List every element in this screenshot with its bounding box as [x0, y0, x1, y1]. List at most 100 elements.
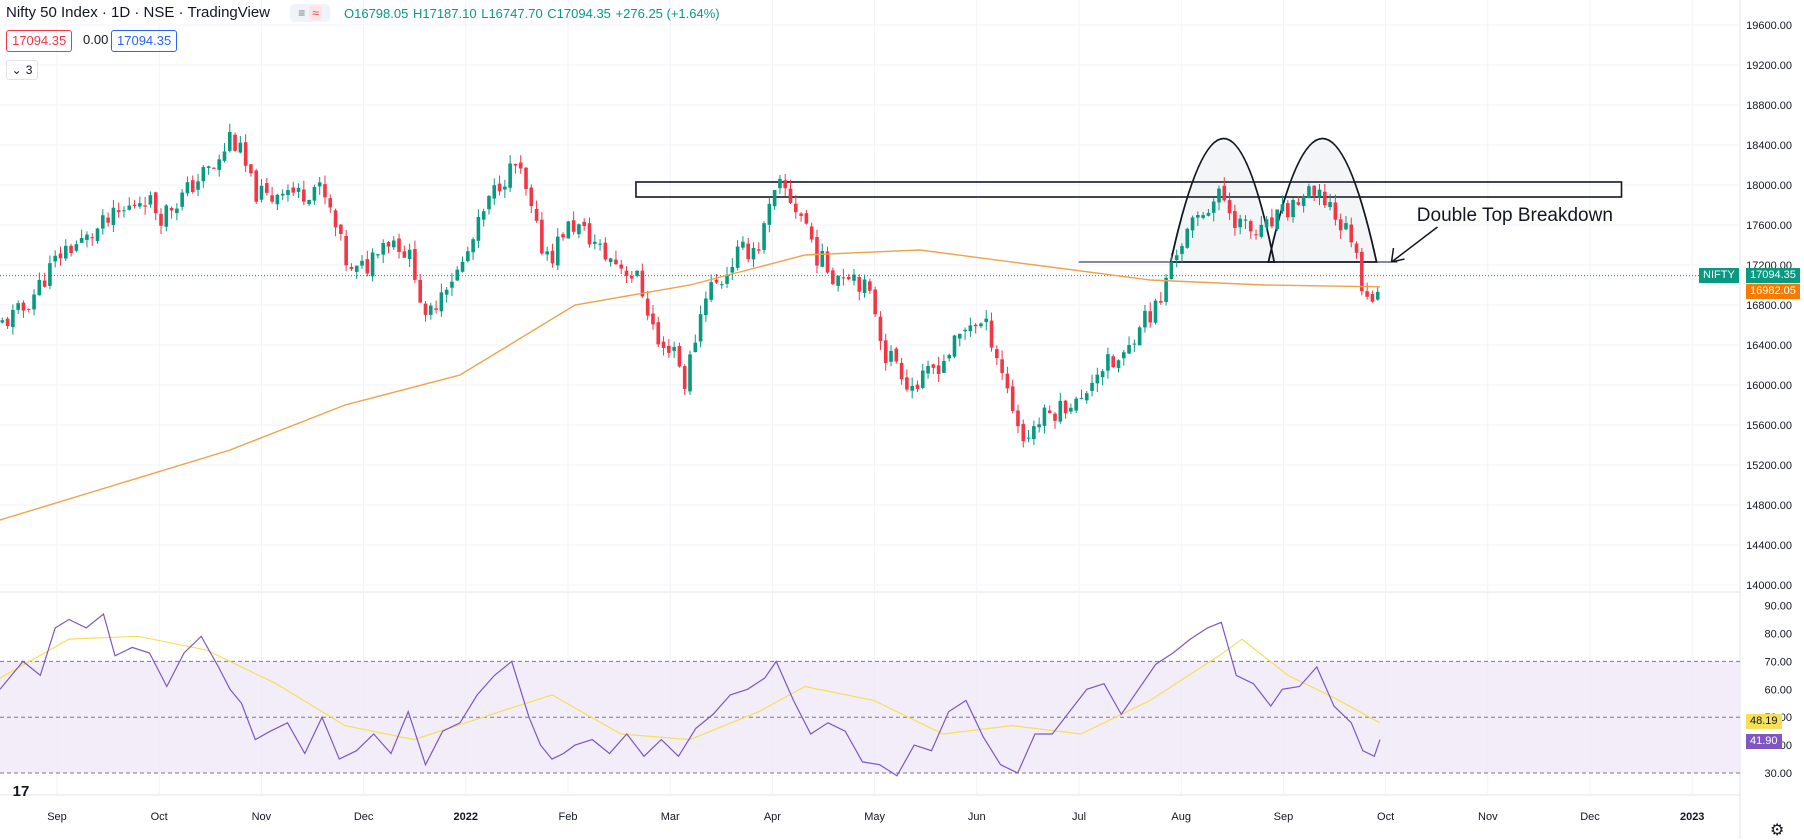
candle-body [513, 163, 518, 166]
candle-body [1338, 219, 1343, 231]
candle-body [1116, 360, 1121, 368]
chevron-down-icon: ⌄ [11, 63, 22, 77]
candle-body [460, 261, 465, 272]
candle-body [979, 323, 983, 327]
candle-body [942, 360, 946, 373]
candle-body [1201, 215, 1205, 218]
candle-body [1069, 407, 1073, 412]
candle-body [227, 131, 232, 151]
candle-body [957, 333, 962, 339]
rsi-value-label: 41.90 [1746, 733, 1782, 749]
time-tick-label: Nov [252, 811, 272, 823]
candle-body [444, 289, 449, 295]
candle-body [767, 203, 772, 225]
candle-body [873, 289, 877, 315]
candle-body [1042, 407, 1047, 426]
candle-body [307, 199, 311, 205]
candle-body [1190, 217, 1195, 231]
candle-body [905, 377, 909, 390]
candle-body [53, 255, 57, 262]
time-tick-label: Jul [1072, 811, 1086, 823]
candle-body [598, 243, 602, 245]
candle-body [899, 362, 904, 380]
rsi-tick-label: 90.00 [1764, 601, 1792, 613]
symbol-tag: NIFTY [1699, 267, 1739, 283]
candle-body [825, 251, 830, 273]
candle-body [74, 244, 79, 251]
candle-body [608, 258, 613, 263]
candle-body [762, 223, 766, 250]
candle-body [889, 350, 893, 362]
indicators-collapse-button[interactable]: ⌄ 3 [6, 60, 38, 80]
candle-body [508, 163, 512, 188]
buy-button[interactable]: 17094.35 [111, 30, 178, 52]
candle-body [820, 250, 825, 267]
candle-body [1169, 261, 1174, 280]
candle-body [1106, 354, 1110, 371]
candle-body [95, 228, 100, 242]
candle-body [603, 242, 608, 260]
candle-body [619, 264, 624, 269]
candle-body [233, 134, 237, 151]
candle-body [42, 280, 47, 287]
candle-body [138, 203, 142, 207]
candle-body [534, 208, 539, 221]
compare-toggle-button[interactable]: ≡ ≈ [290, 4, 330, 22]
candle-body [756, 249, 761, 251]
candle-body [265, 183, 269, 193]
candle-body [862, 279, 867, 294]
candle-body [910, 386, 914, 391]
rsi-line [0, 612, 1381, 777]
price-tick-label: 18000.00 [1746, 180, 1792, 192]
candle-body [989, 320, 994, 348]
price-tick-label: 19200.00 [1746, 60, 1792, 72]
candle-body [1365, 291, 1369, 297]
candle-body [169, 207, 174, 211]
candle-body [492, 185, 497, 199]
candle-body [106, 217, 110, 223]
gear-icon[interactable]: ⚙ [1770, 822, 1785, 839]
candle-body [698, 314, 703, 342]
candle-body [32, 294, 36, 310]
annotation-arrow [1391, 226, 1438, 263]
candle-body [778, 178, 782, 189]
candle-body [386, 242, 391, 247]
low-value: L16747.70 [481, 6, 543, 21]
candle-body [1090, 382, 1094, 391]
candle-body [63, 245, 68, 259]
rsi-tick-label: 30.00 [1764, 768, 1792, 780]
time-tick-label: Oct [1377, 811, 1394, 823]
candle-body [222, 151, 227, 161]
sell-button[interactable]: 17094.35 [6, 30, 73, 52]
open-value: O16798.05 [344, 6, 409, 21]
candle-body [259, 185, 264, 200]
candle-body [497, 183, 502, 192]
chart-axes: 19600.00 19200.00 18800.00 18400.00 18000.00… [47, 20, 1792, 823]
candle-body [730, 266, 735, 273]
candle-body [249, 164, 253, 174]
candle-body [1032, 426, 1036, 440]
candle-body [148, 195, 153, 205]
candle-body [667, 345, 671, 353]
candle-body [333, 210, 338, 228]
wave-icon: ≈ [309, 6, 322, 20]
tradingview-logo-icon[interactable]: 17 [12, 782, 30, 800]
candle-body [1021, 424, 1026, 442]
price-tick-label: 14000.00 [1746, 580, 1792, 592]
candle-body [709, 282, 713, 300]
rsi-tick-label: 70.00 [1764, 656, 1792, 668]
candle-body [1217, 188, 1221, 203]
candle-body [471, 239, 475, 253]
candle-body [1053, 413, 1057, 421]
candle-body [1079, 398, 1084, 400]
candle-body [190, 180, 195, 193]
candle-body [280, 193, 285, 196]
candle-body [243, 142, 248, 166]
candle-body [936, 365, 941, 375]
candle-body [1026, 437, 1031, 439]
double-top-annotation[interactable]: Double Top Breakdown [1416, 205, 1613, 226]
price-tick-label: 18800.00 [1746, 100, 1792, 112]
candle-body [175, 208, 179, 214]
candle-body [645, 298, 650, 316]
